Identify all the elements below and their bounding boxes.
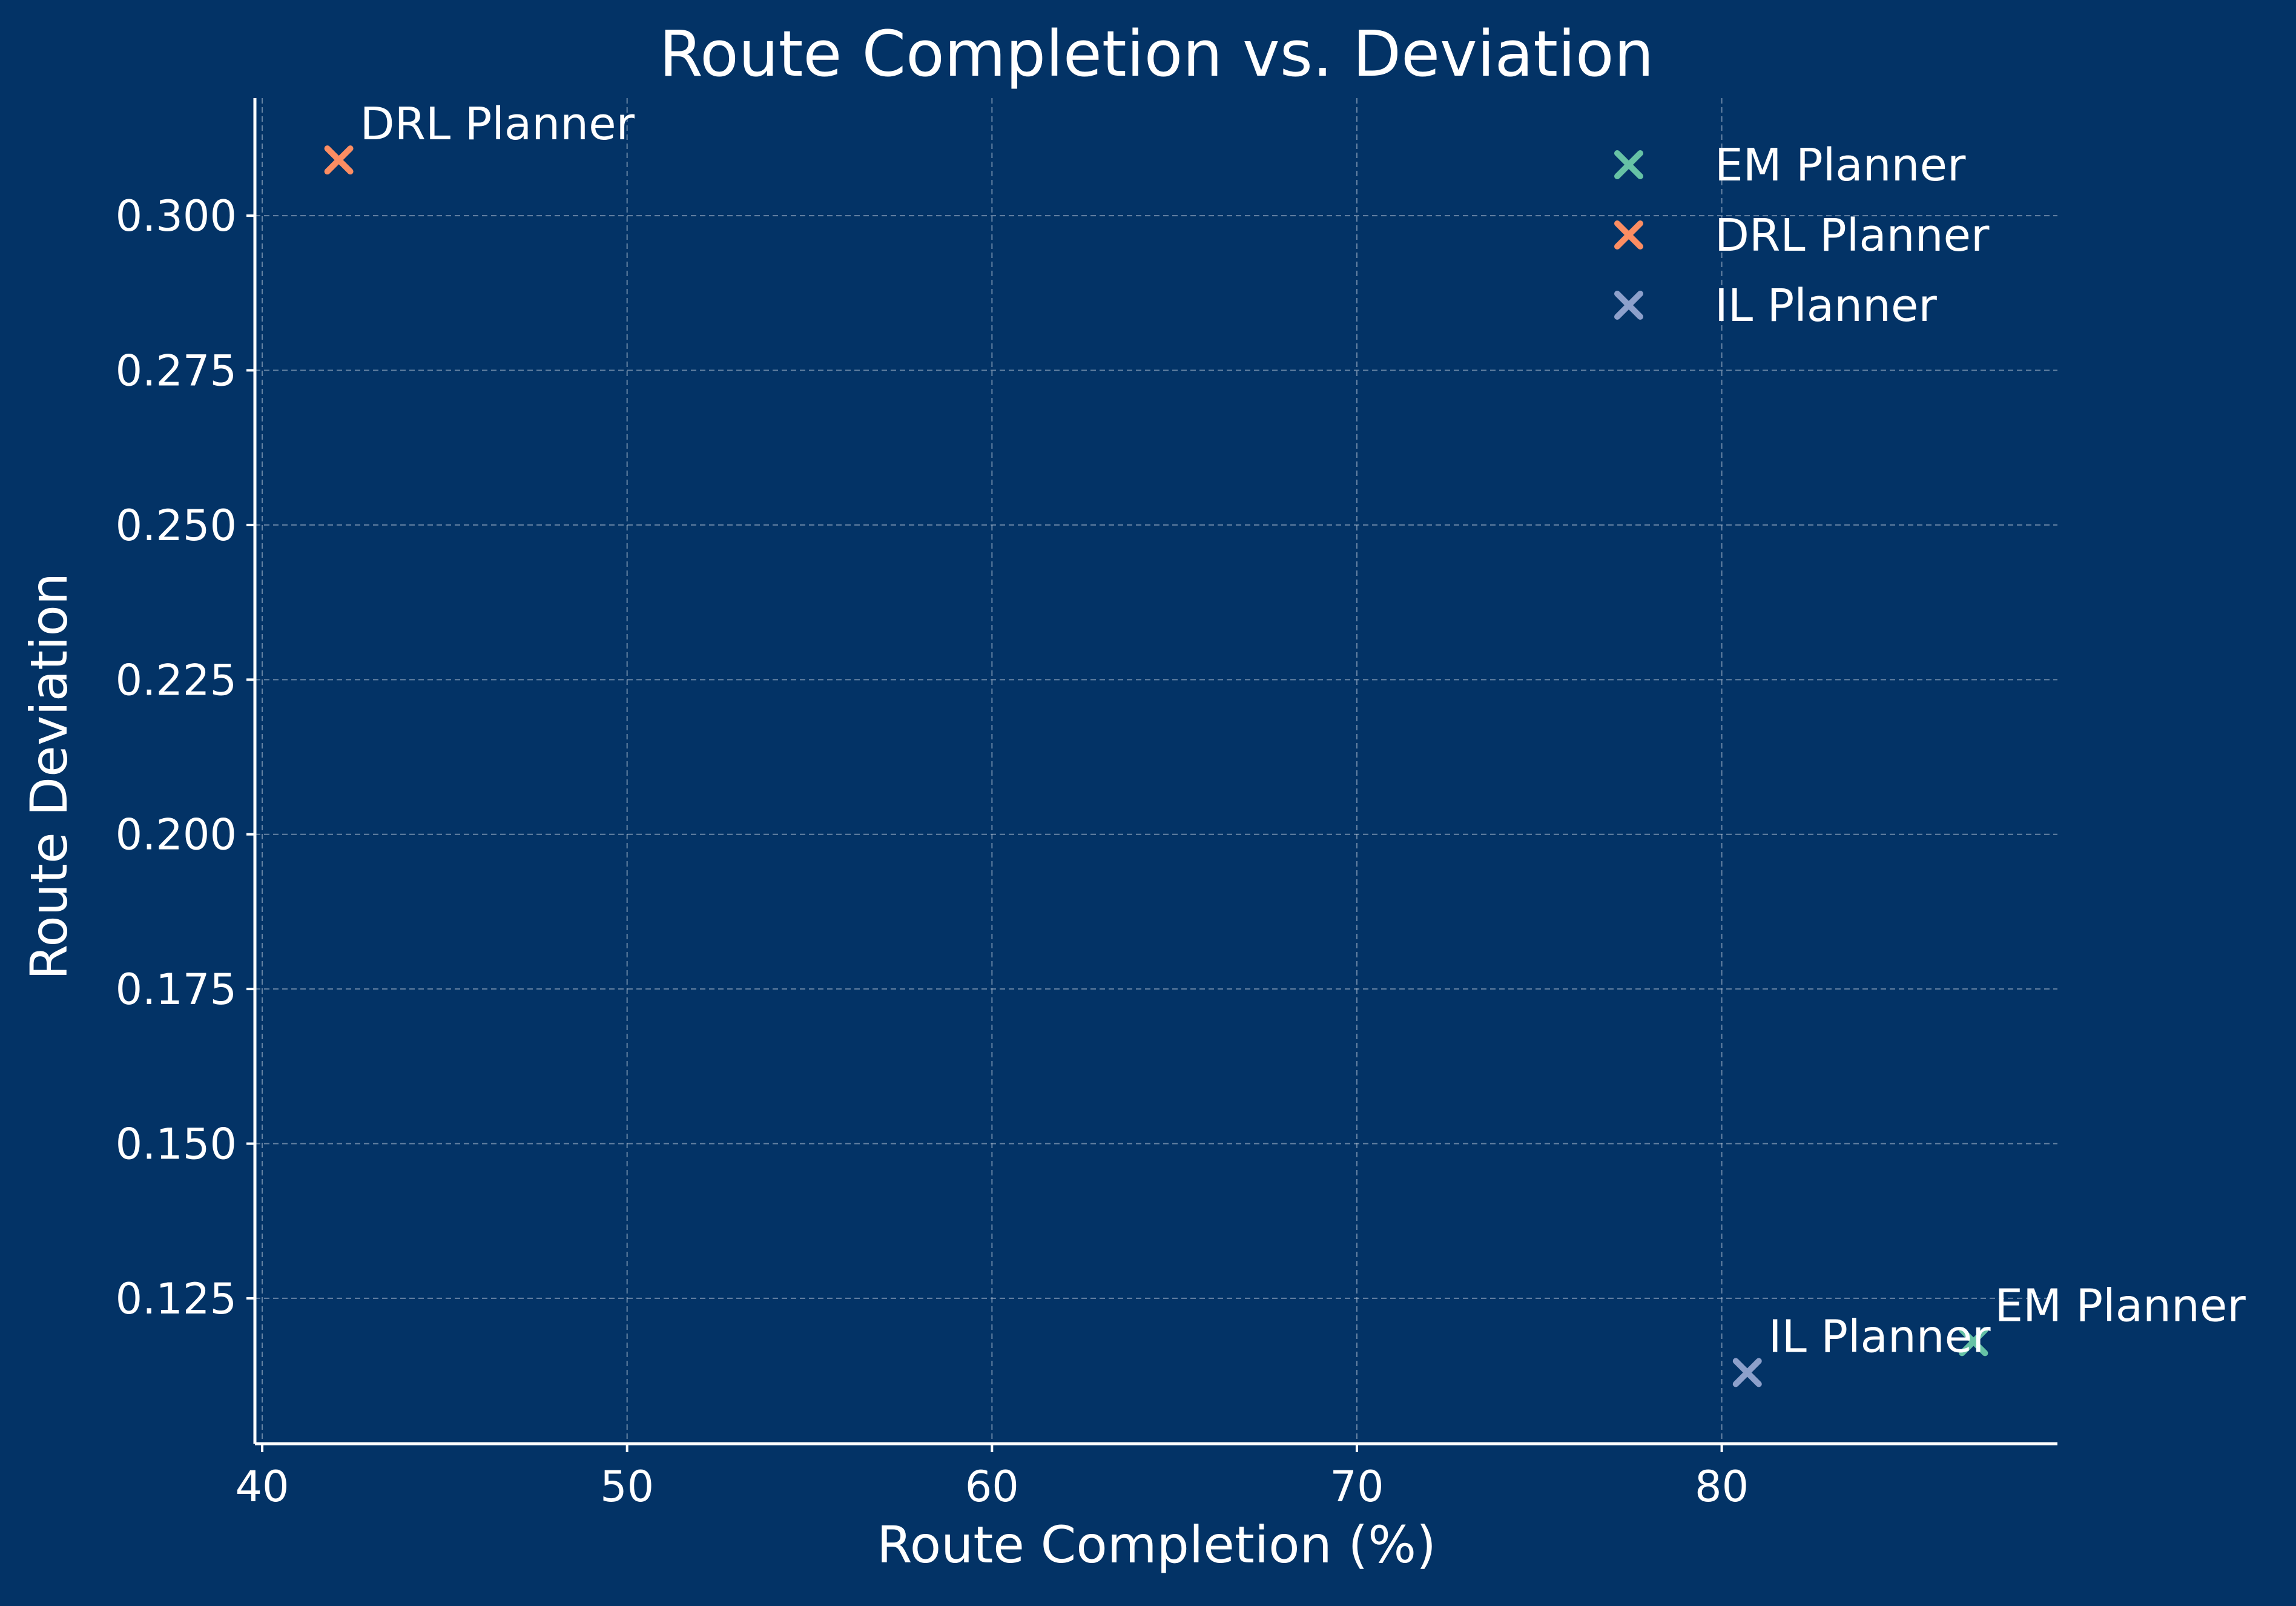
axes (246, 98, 2057, 1452)
point-label: IL Planner (1769, 1311, 1991, 1363)
x-tick-label: 70 (1330, 1462, 1384, 1512)
x-tick-label: 40 (236, 1462, 289, 1512)
y-tick-label: 0.250 (116, 501, 237, 550)
y-tick-label: 0.225 (116, 655, 237, 705)
x-tick-label: 60 (965, 1462, 1019, 1512)
legend-entry-label: EM Planner (1715, 139, 1966, 191)
legend-marker (1614, 291, 1643, 320)
point-label: DRL Planner (360, 98, 635, 150)
point-annotations: EM Planner DRL Planner IL Planner (360, 98, 2246, 1363)
legend: EM Planner DRL Planner IL Planner (1614, 139, 1990, 332)
x-tick-label: 50 (600, 1462, 654, 1512)
data-points (324, 145, 1988, 1387)
grid-lines (255, 98, 2057, 1444)
y-tick-label: 0.200 (116, 810, 237, 860)
data-point-em-planner (1959, 1327, 1988, 1357)
data-point-il-planner (1732, 1358, 1762, 1387)
legend-entry-label: DRL Planner (1715, 210, 1990, 262)
legend-entry-label: IL Planner (1715, 280, 1937, 332)
y-tick-label: 0.175 (116, 965, 237, 1014)
y-tick-label: 0.150 (116, 1120, 237, 1169)
chart-title: Route Completion vs. Deviation (659, 17, 1654, 91)
data-point-drl-planner (324, 145, 354, 175)
x-axis-title: Route Completion (%) (877, 1515, 1436, 1575)
legend-marker (1614, 150, 1643, 179)
y-axis-title: Route Deviation (19, 573, 79, 980)
y-tick-label: 0.125 (116, 1274, 237, 1324)
point-label: EM Planner (1994, 1280, 2246, 1332)
y-tick-label: 0.300 (116, 191, 237, 241)
tick-labels: 40 50 60 70 80 0.125 0.150 0.175 0.200 0.225 0.250… (116, 191, 1749, 1512)
legend-marker (1614, 220, 1643, 249)
x-tick-label: 80 (1695, 1462, 1749, 1512)
y-tick-label: 0.275 (116, 346, 237, 396)
